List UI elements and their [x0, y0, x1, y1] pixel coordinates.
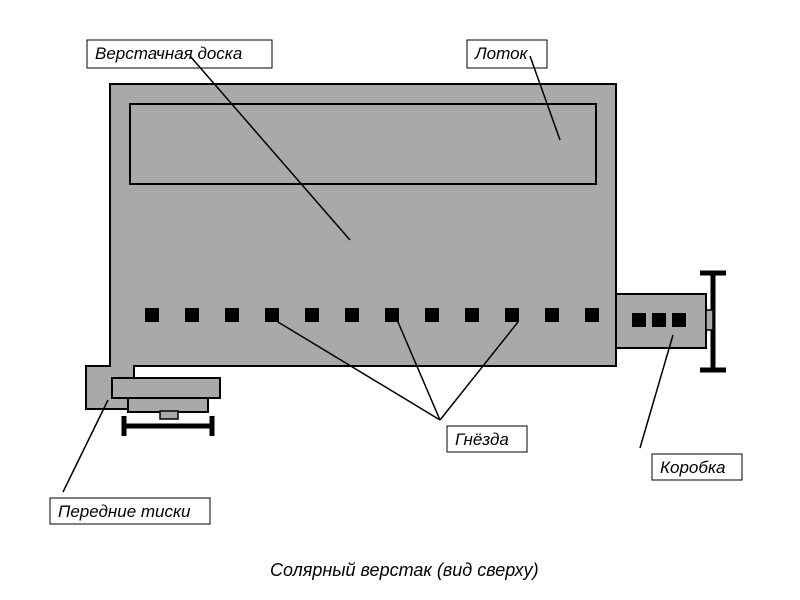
label-box: Коробка [660, 458, 725, 478]
label-front-vise: Передние тиски [58, 502, 190, 522]
label-board: Верстачная доска [95, 44, 242, 64]
label-tray: Лоток [475, 44, 528, 64]
diagram-caption: Солярный верстак (вид сверху) [270, 560, 539, 581]
label-sockets: Гнёзда [455, 430, 509, 450]
